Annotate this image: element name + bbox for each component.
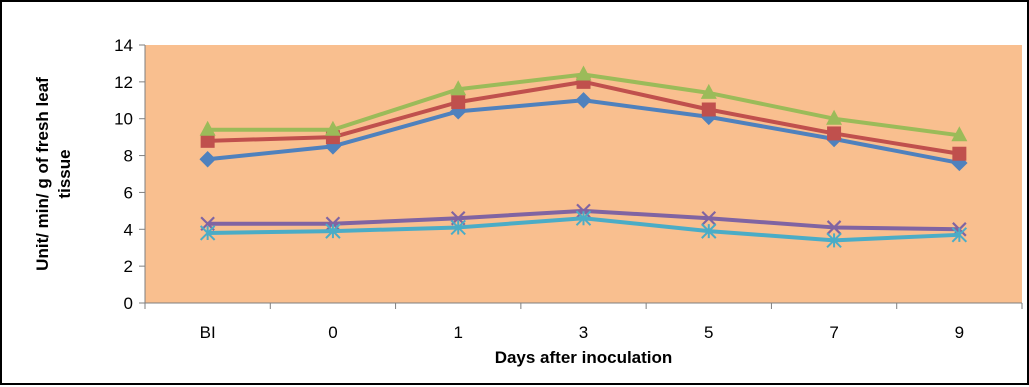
data-point-diamond — [199, 151, 216, 168]
series-5 — [199, 210, 968, 249]
data-point-star — [826, 232, 842, 249]
data-point-triangle — [700, 83, 717, 99]
data-point-square — [451, 95, 466, 110]
y-tick-label: 14 — [114, 36, 133, 55]
data-point-triangle — [450, 80, 467, 96]
data-point-x — [701, 210, 717, 226]
data-point-diamond — [575, 92, 592, 109]
data-point-x — [826, 220, 842, 235]
x-tick-label: 0 — [328, 323, 337, 342]
data-point-triangle — [826, 109, 843, 125]
data-point-triangle — [324, 120, 341, 136]
data-point-square — [200, 133, 215, 148]
x-tick-label: 5 — [704, 323, 713, 342]
data-point-square — [827, 126, 842, 141]
data-point-star — [325, 223, 341, 239]
x-tick-label: 3 — [579, 323, 588, 342]
data-point-star — [450, 219, 466, 236]
x-tick-label: 7 — [829, 323, 838, 342]
x-tick-label: 9 — [955, 323, 964, 342]
data-point-triangle — [575, 65, 592, 81]
data-point-triangle — [199, 120, 216, 136]
data-point-star — [575, 210, 592, 226]
data-point-triangle — [951, 126, 968, 142]
x-tick-label: 1 — [453, 323, 462, 342]
y-axis-title-line-2: tissue — [55, 149, 74, 198]
data-point-square — [952, 146, 967, 161]
series-2 — [200, 74, 967, 161]
series-layer — [199, 65, 968, 249]
y-tick-label: 0 — [124, 294, 133, 313]
y-tick-label: 10 — [114, 110, 133, 129]
x-tick-label: BI — [200, 323, 216, 342]
y-tick-label: 12 — [114, 73, 133, 92]
data-point-star — [199, 225, 216, 241]
y-tick-label: 2 — [124, 257, 133, 276]
y-tick-label: 6 — [124, 183, 133, 202]
x-axis-title: Days after inoculation — [495, 348, 673, 367]
data-point-square — [701, 102, 716, 117]
y-axis-ticks: 0 2 4 6 8 10 12 14 — [114, 36, 145, 313]
y-tick-label: 4 — [124, 220, 133, 239]
data-point-star — [951, 227, 968, 243]
series-3 — [199, 65, 968, 142]
y-tick-label: 8 — [124, 147, 133, 166]
x-axis-ticks: BI 0 1 3 5 7 9 — [144, 303, 1023, 342]
data-point-star — [701, 223, 717, 239]
y-axis-title-line-1: Unit/ min/ g of fresh leaf — [33, 77, 52, 271]
